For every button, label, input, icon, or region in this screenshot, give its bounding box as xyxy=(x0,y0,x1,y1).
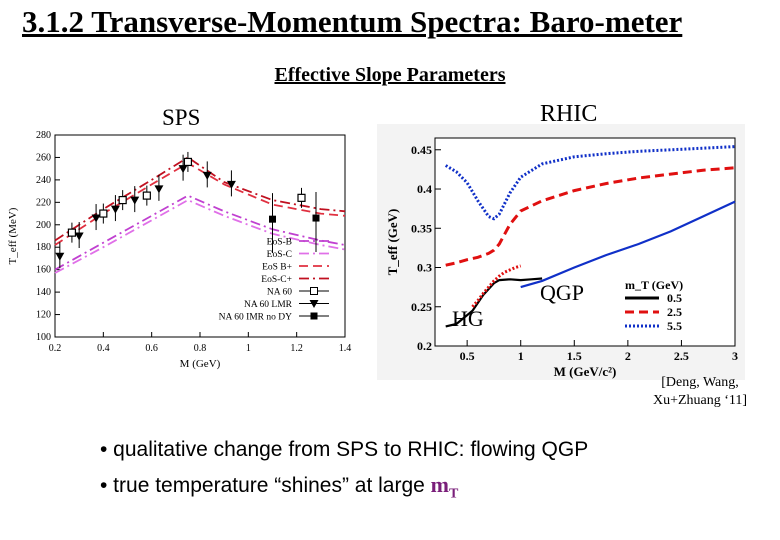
data-point xyxy=(178,165,188,174)
data-point xyxy=(312,214,320,222)
data-point xyxy=(55,252,65,261)
bullet-point-1: • qualitative change from SPS to RHIC: f… xyxy=(100,438,589,461)
series-line xyxy=(54,194,346,271)
qgp-annotation: QGP xyxy=(540,280,584,305)
y-tick-label: 0.45 xyxy=(411,143,432,157)
subtitle-text: Effective Slope Parameters xyxy=(274,64,506,86)
series-line xyxy=(520,200,736,289)
y-tick-label: 200 xyxy=(36,220,51,231)
y-tick-label: 0.3 xyxy=(417,261,432,275)
legend-label: EoS-B xyxy=(267,238,292,248)
legend-marker xyxy=(310,312,318,320)
slide-subtitle: Effective Slope Parameters xyxy=(0,64,780,87)
rhic-chart: 0.5 1 1.5 2 2.5 3 0.2 0.25 0.3 0.35 0.4 0.45 M (GeV/… xyxy=(377,124,745,380)
x-tick-label: 0.6 xyxy=(145,343,158,354)
sps-label: SPS xyxy=(162,105,201,130)
legend-label: NA 60 xyxy=(267,288,292,298)
x-tick-label: 0.5 xyxy=(460,349,475,363)
series-line xyxy=(471,264,522,308)
hg-annotation: HG xyxy=(452,306,484,331)
data-point xyxy=(297,193,306,202)
y-axis-label: T_eff (GeV) xyxy=(385,209,400,276)
x-tick-label: 1.4 xyxy=(339,343,352,354)
data-point xyxy=(142,191,151,200)
m-letter: m xyxy=(430,472,449,497)
y-tick-label: 240 xyxy=(36,175,51,186)
data-point xyxy=(269,215,276,223)
x-tick-label: 2 xyxy=(625,349,631,363)
data-point xyxy=(154,185,164,194)
data-point xyxy=(202,171,212,180)
data-point xyxy=(99,209,108,218)
y-tick-label: 180 xyxy=(36,242,51,253)
y-tick-label: 0.25 xyxy=(411,300,432,314)
legend-label: 0.5 xyxy=(667,291,682,305)
data-point xyxy=(183,157,193,167)
y-tick-label: 100 xyxy=(36,332,51,343)
y-tick-label: 0.35 xyxy=(411,221,432,235)
x-tick-label: 1 xyxy=(518,349,524,363)
x-tick-label: 0.8 xyxy=(194,343,207,354)
y-tick-label: 220 xyxy=(36,197,51,208)
y-tick-label: 280 xyxy=(36,130,51,141)
citation-line-2: Xu+Zhuang ‘11] xyxy=(652,393,748,408)
rhic-label: RHIC xyxy=(540,101,598,127)
legend-marker xyxy=(310,287,318,295)
series-line xyxy=(445,277,543,328)
sps-chart: 0.2 0.4 0.6 0.8 1 1.2 1.4 100 120 140 160 180 200 220… xyxy=(2,127,354,372)
legend-label: NA 60 LMR xyxy=(244,300,293,310)
data-point xyxy=(67,228,77,237)
x-tick-label: 0.4 xyxy=(97,343,110,354)
y-tick-label: 260 xyxy=(36,152,51,163)
x-tick-label: 0.2 xyxy=(49,343,62,354)
legend-label: 5.5 xyxy=(667,319,682,333)
legend-label: EoS-C+ xyxy=(261,275,292,285)
data-point xyxy=(130,196,140,205)
y-tick-label: 0.2 xyxy=(417,339,432,353)
x-tick-label: 1.2 xyxy=(290,343,303,354)
data-point xyxy=(226,180,236,189)
legend-title: m_T (GeV) xyxy=(625,278,683,292)
citation: [Deng, Wang, Xu+Zhuang ‘11] xyxy=(630,374,770,410)
y-tick-label: 0.4 xyxy=(417,182,432,196)
legend-label: NA 60 IMR no DY xyxy=(219,313,293,323)
bullet-point-2: • true temperature “shines” at large mT xyxy=(100,472,458,502)
legend-marker xyxy=(309,300,319,308)
y-tick-label: 140 xyxy=(36,287,51,298)
x-tick-label: 1.5 xyxy=(567,349,582,363)
chart-background xyxy=(2,127,354,372)
bullet-2-text: • true temperature “shines” at large xyxy=(100,474,431,497)
series-line xyxy=(54,156,346,242)
data-point xyxy=(118,195,127,205)
m-t-symbol: mT xyxy=(430,472,459,501)
legend-label: EoS-C xyxy=(267,250,292,260)
series-line xyxy=(444,145,736,221)
y-tick-label: 120 xyxy=(36,310,51,321)
series-line xyxy=(54,199,346,274)
citation-line-1: [Deng, Wang, xyxy=(661,375,739,390)
data-point xyxy=(74,232,84,241)
x-tick-label: 2.5 xyxy=(674,349,689,363)
legend-label: EoS B+ xyxy=(262,263,292,273)
y-tick-label: 160 xyxy=(36,265,51,276)
slide-title: 3.1.2 Transverse-Momentum Spectra: Baro-… xyxy=(22,4,683,39)
x-axis-label: M (GeV) xyxy=(180,358,221,370)
data-point xyxy=(91,214,101,223)
x-axis-label: M (GeV/c²) xyxy=(554,364,617,379)
data-point xyxy=(110,205,120,214)
series-line xyxy=(445,166,736,267)
legend-label: 2.5 xyxy=(667,305,682,319)
x-tick-label: 1 xyxy=(246,343,251,354)
t-subscript: T xyxy=(449,486,459,502)
x-tick-label: 3 xyxy=(732,349,738,363)
y-axis-label: T_eff (MeV) xyxy=(7,207,19,264)
